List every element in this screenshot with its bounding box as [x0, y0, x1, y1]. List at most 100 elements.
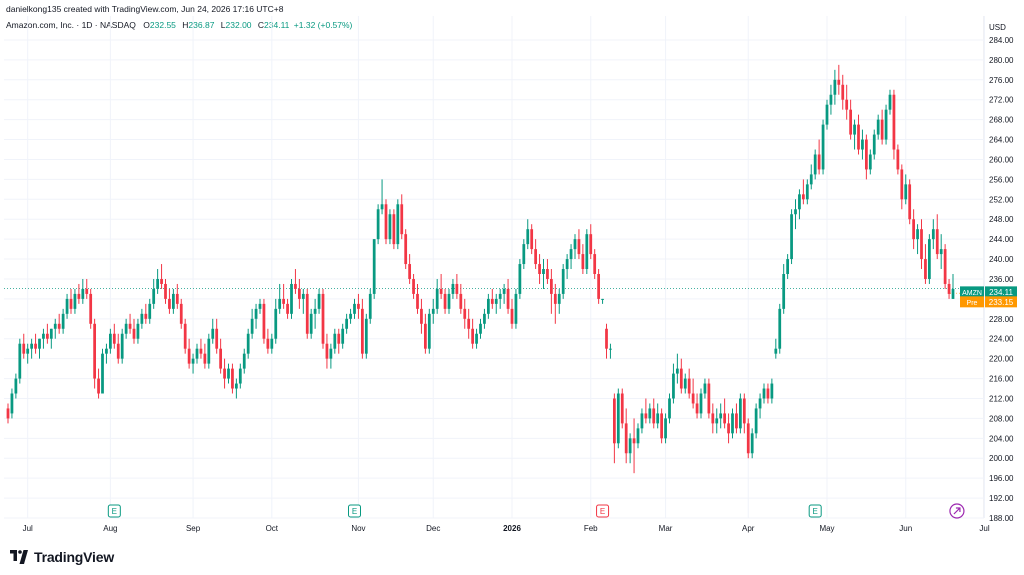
candle — [549, 269, 553, 314]
candle-body — [479, 323, 482, 334]
candle-body — [313, 308, 317, 314]
candle — [534, 239, 538, 270]
candle-body — [644, 413, 648, 419]
dividend-marker — [949, 503, 965, 519]
last-price-tag-label: AMZN — [962, 290, 982, 297]
candle — [707, 378, 711, 419]
candle — [609, 343, 612, 359]
candle-body — [475, 333, 478, 344]
brand[interactable]: TradingView — [8, 549, 114, 565]
candle-body — [553, 293, 557, 304]
candle-body — [798, 194, 801, 210]
candle — [861, 129, 864, 160]
last-price-tag-value: 234.11 — [989, 288, 1013, 297]
candle-body — [341, 328, 345, 344]
candle — [691, 378, 695, 409]
candle-body — [108, 333, 112, 349]
candle — [337, 328, 341, 354]
candle — [593, 249, 597, 279]
candle — [388, 209, 392, 245]
candle-body — [132, 328, 136, 339]
candle — [510, 298, 514, 329]
candle-body — [459, 293, 463, 309]
candle — [817, 139, 821, 175]
open-value: 232.55 — [149, 20, 176, 30]
candle-body — [305, 293, 309, 334]
candle-body — [282, 298, 286, 304]
candle-body — [30, 343, 34, 349]
candle — [400, 194, 404, 240]
candle-body — [703, 383, 707, 394]
candle-body — [636, 428, 640, 444]
candle-body — [601, 298, 604, 300]
candle — [695, 393, 699, 419]
candle — [207, 333, 211, 369]
candle — [238, 363, 242, 389]
candle-body — [620, 393, 624, 424]
y-tick-label: 212.00 — [989, 394, 1014, 403]
candle-body — [183, 323, 187, 349]
candle-body — [896, 149, 900, 170]
candle — [435, 278, 439, 314]
candle — [652, 398, 656, 429]
candle-body — [750, 433, 754, 454]
candle-body — [156, 278, 160, 289]
candle-body — [105, 348, 108, 354]
y-tick-label: 260.00 — [989, 155, 1014, 164]
brand-name: TradingView — [34, 549, 115, 565]
earnings-icon — [596, 504, 610, 518]
candle — [947, 278, 951, 299]
candle-body — [699, 393, 703, 414]
y-tick-label: 272.00 — [989, 96, 1014, 105]
close-label: C — [257, 20, 265, 30]
candle-body — [443, 293, 447, 309]
candle-body — [116, 343, 120, 359]
x-tick-label: Dec — [426, 524, 440, 533]
candle — [18, 338, 22, 384]
candle-body — [593, 254, 597, 274]
candle — [837, 64, 841, 95]
candle — [423, 313, 427, 354]
candle-body — [246, 333, 250, 354]
candle-body — [790, 214, 793, 260]
candle — [164, 278, 167, 304]
candle-body — [912, 219, 916, 240]
candle-body — [735, 413, 738, 429]
candle-body — [211, 328, 215, 339]
candle-body — [353, 303, 356, 314]
pre-price-tag-label: Pre — [967, 300, 978, 307]
y-tick-label: 200.00 — [989, 454, 1014, 463]
candle-body — [404, 234, 408, 265]
candle-body — [668, 398, 671, 419]
candle-body — [77, 293, 81, 299]
y-tick-label: 280.00 — [989, 56, 1014, 65]
candle — [6, 403, 10, 424]
candle — [738, 393, 742, 434]
candle-body — [624, 423, 628, 454]
candle-body — [455, 283, 459, 294]
candle — [42, 328, 45, 349]
candle — [719, 403, 723, 429]
candle — [108, 328, 112, 354]
candle — [774, 338, 778, 359]
x-tick-label: Oct — [266, 524, 279, 533]
candle-body — [857, 124, 860, 150]
candle-body — [333, 333, 337, 349]
candle-body — [801, 194, 805, 200]
candle-body — [309, 313, 313, 334]
currency-label: USD — [989, 23, 1006, 32]
candle — [750, 428, 754, 459]
candle — [274, 298, 278, 344]
candle — [384, 199, 388, 245]
candle-body — [85, 288, 89, 294]
candle-body — [664, 418, 667, 439]
candle — [762, 383, 766, 404]
candle-body — [758, 398, 762, 409]
candle-body — [502, 288, 506, 294]
candle-body — [864, 139, 868, 170]
candle — [742, 393, 746, 434]
candle-body — [231, 368, 234, 389]
candle-body — [530, 229, 534, 250]
candle-body — [81, 288, 85, 299]
